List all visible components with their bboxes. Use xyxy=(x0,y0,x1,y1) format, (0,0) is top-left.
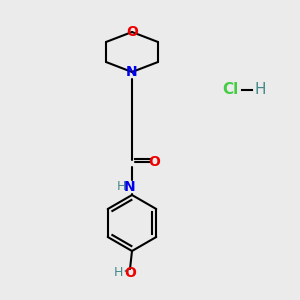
Text: O: O xyxy=(124,266,136,280)
Text: ·: · xyxy=(122,263,128,281)
Text: O: O xyxy=(148,155,160,169)
Text: O: O xyxy=(126,25,138,39)
Text: H: H xyxy=(116,179,126,193)
Text: H: H xyxy=(113,266,123,280)
Text: Cl: Cl xyxy=(222,82,238,98)
Text: N: N xyxy=(124,180,136,194)
Text: N: N xyxy=(126,65,138,79)
Text: H: H xyxy=(254,82,266,98)
